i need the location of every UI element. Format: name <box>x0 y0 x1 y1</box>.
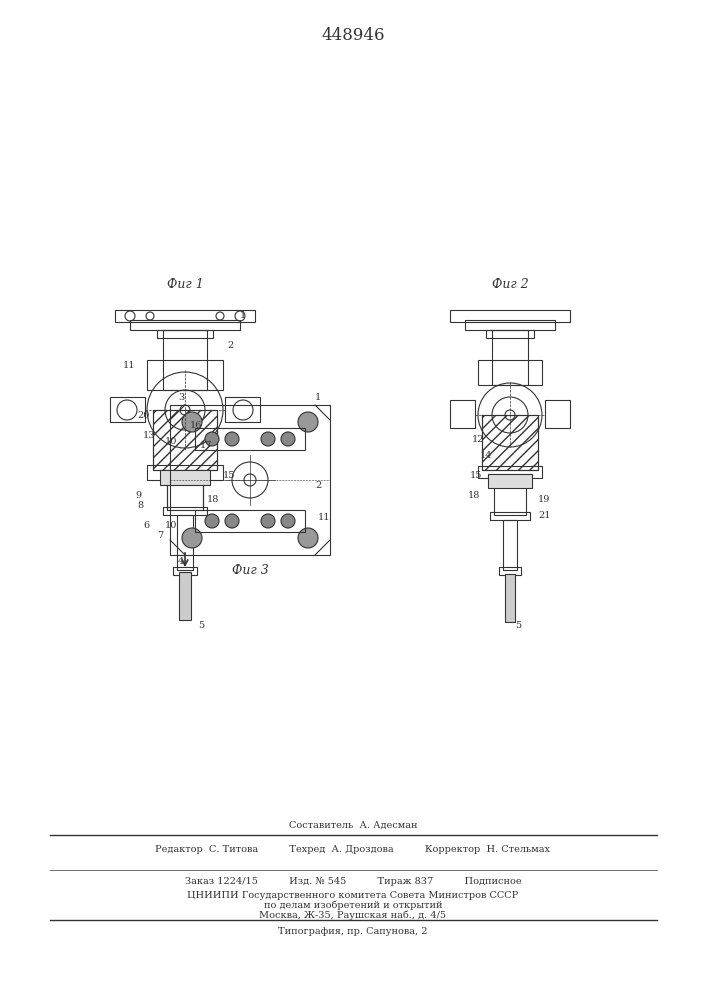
Circle shape <box>281 432 295 446</box>
Bar <box>505 574 515 622</box>
Circle shape <box>205 514 219 528</box>
Text: Фиг 2: Фиг 2 <box>491 278 528 292</box>
Text: 17: 17 <box>200 440 213 450</box>
Text: 20: 20 <box>137 410 149 420</box>
Circle shape <box>261 514 275 528</box>
Text: 1: 1 <box>240 310 246 320</box>
Bar <box>503 520 517 570</box>
Text: Москва, Ж-35, Раушская наб., д. 4/5: Москва, Ж-35, Раушская наб., д. 4/5 <box>259 910 447 920</box>
Text: 15: 15 <box>223 471 235 480</box>
Text: 4: 4 <box>178 558 185 566</box>
Bar <box>163 330 207 390</box>
Bar <box>465 320 555 330</box>
Bar <box>486 330 534 338</box>
Text: 6: 6 <box>143 520 149 530</box>
Circle shape <box>182 412 202 432</box>
Bar <box>110 397 145 422</box>
Bar <box>130 320 240 330</box>
Circle shape <box>225 514 239 528</box>
Bar <box>450 400 475 428</box>
Text: 2: 2 <box>227 340 233 350</box>
Bar <box>173 567 197 575</box>
Text: 2: 2 <box>315 481 321 489</box>
Bar <box>478 466 542 478</box>
Text: Редактор  С. Титова          Техред  А. Дроздова          Корректор  Н. Стельмах: Редактор С. Титова Техред А. Дроздова Ко… <box>156 846 551 854</box>
Text: 19: 19 <box>538 495 550 504</box>
Bar <box>153 410 217 470</box>
Bar <box>170 405 330 555</box>
Text: 12: 12 <box>472 436 484 444</box>
Bar <box>482 415 538 470</box>
Text: 13: 13 <box>143 430 156 440</box>
Bar <box>492 330 528 385</box>
Bar <box>177 515 193 570</box>
Bar <box>195 428 305 450</box>
Text: Типография, пр. Сапунова, 2: Типография, пр. Сапунова, 2 <box>279 928 428 936</box>
Text: Фиг 1: Фиг 1 <box>167 278 204 292</box>
Text: 14: 14 <box>480 450 493 460</box>
Bar <box>157 330 213 338</box>
Bar <box>482 415 538 470</box>
Text: 18: 18 <box>207 495 219 504</box>
Text: Составитель  А. Адесман: Составитель А. Адесман <box>288 820 417 830</box>
Bar <box>195 510 305 532</box>
Text: ЦНИИПИ Государственного комитета Совета Министров СССР: ЦНИИПИ Государственного комитета Совета … <box>187 890 519 900</box>
Text: 3: 3 <box>178 393 185 402</box>
Bar <box>153 410 217 470</box>
Bar <box>115 310 255 322</box>
Bar <box>499 567 521 575</box>
Text: по делам изобретений и открытий: по делам изобретений и открытий <box>264 900 443 910</box>
Text: 18: 18 <box>468 490 480 499</box>
Circle shape <box>298 528 318 548</box>
Circle shape <box>261 432 275 446</box>
Text: 10: 10 <box>165 438 177 446</box>
Circle shape <box>281 514 295 528</box>
Text: Фиг 3: Фиг 3 <box>232 564 269 576</box>
Bar <box>545 400 570 428</box>
Bar <box>488 474 532 488</box>
Text: 5: 5 <box>515 620 521 630</box>
Bar <box>167 472 203 510</box>
Bar <box>147 360 223 390</box>
Bar <box>160 470 210 485</box>
Text: Заказ 1224/15          Изд. № 545          Тираж 837          Подписное: Заказ 1224/15 Изд. № 545 Тираж 837 Подпи… <box>185 878 521 886</box>
Circle shape <box>225 432 239 446</box>
Bar <box>225 397 260 422</box>
Text: 11: 11 <box>318 514 330 522</box>
Bar <box>450 310 570 322</box>
Circle shape <box>205 432 219 446</box>
Text: 5: 5 <box>198 620 204 630</box>
Text: 21: 21 <box>538 510 551 520</box>
Text: 8: 8 <box>137 500 143 510</box>
Text: 10: 10 <box>165 520 177 530</box>
Bar <box>147 465 223 480</box>
Text: 1: 1 <box>315 393 321 402</box>
Bar <box>490 512 530 520</box>
Bar <box>163 507 207 515</box>
Bar <box>478 360 542 385</box>
Circle shape <box>298 412 318 432</box>
Text: 16: 16 <box>190 420 202 430</box>
Text: 448946: 448946 <box>321 26 385 43</box>
Bar <box>494 477 526 515</box>
Text: 11: 11 <box>123 360 136 369</box>
Text: 9: 9 <box>135 490 141 499</box>
Text: 7: 7 <box>157 530 163 540</box>
Text: 15: 15 <box>470 471 482 480</box>
Circle shape <box>182 528 202 548</box>
Bar <box>179 572 191 620</box>
